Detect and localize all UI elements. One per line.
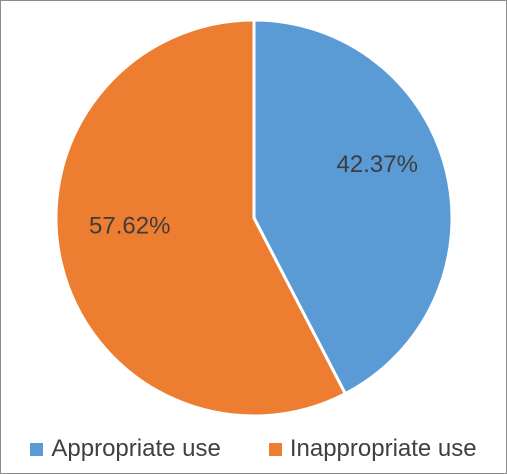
legend-item-inappropriate-use: Inappropriate use <box>269 435 477 463</box>
legend-label-inappropriate-use: Inappropriate use <box>290 435 477 463</box>
legend-swatch-inappropriate-use <box>269 443 282 456</box>
data-label-inappropriate-use: 57.62% <box>89 212 170 239</box>
data-label-appropriate-use: 42.37% <box>337 151 418 178</box>
legend: Appropriate use Inappropriate use <box>1 429 506 469</box>
legend-label-appropriate-use: Appropriate use <box>51 435 220 463</box>
legend-swatch-appropriate-use <box>30 443 43 456</box>
legend-item-appropriate-use: Appropriate use <box>30 435 220 463</box>
pie-chart: 42.37% 57.62% <box>1 1 506 431</box>
